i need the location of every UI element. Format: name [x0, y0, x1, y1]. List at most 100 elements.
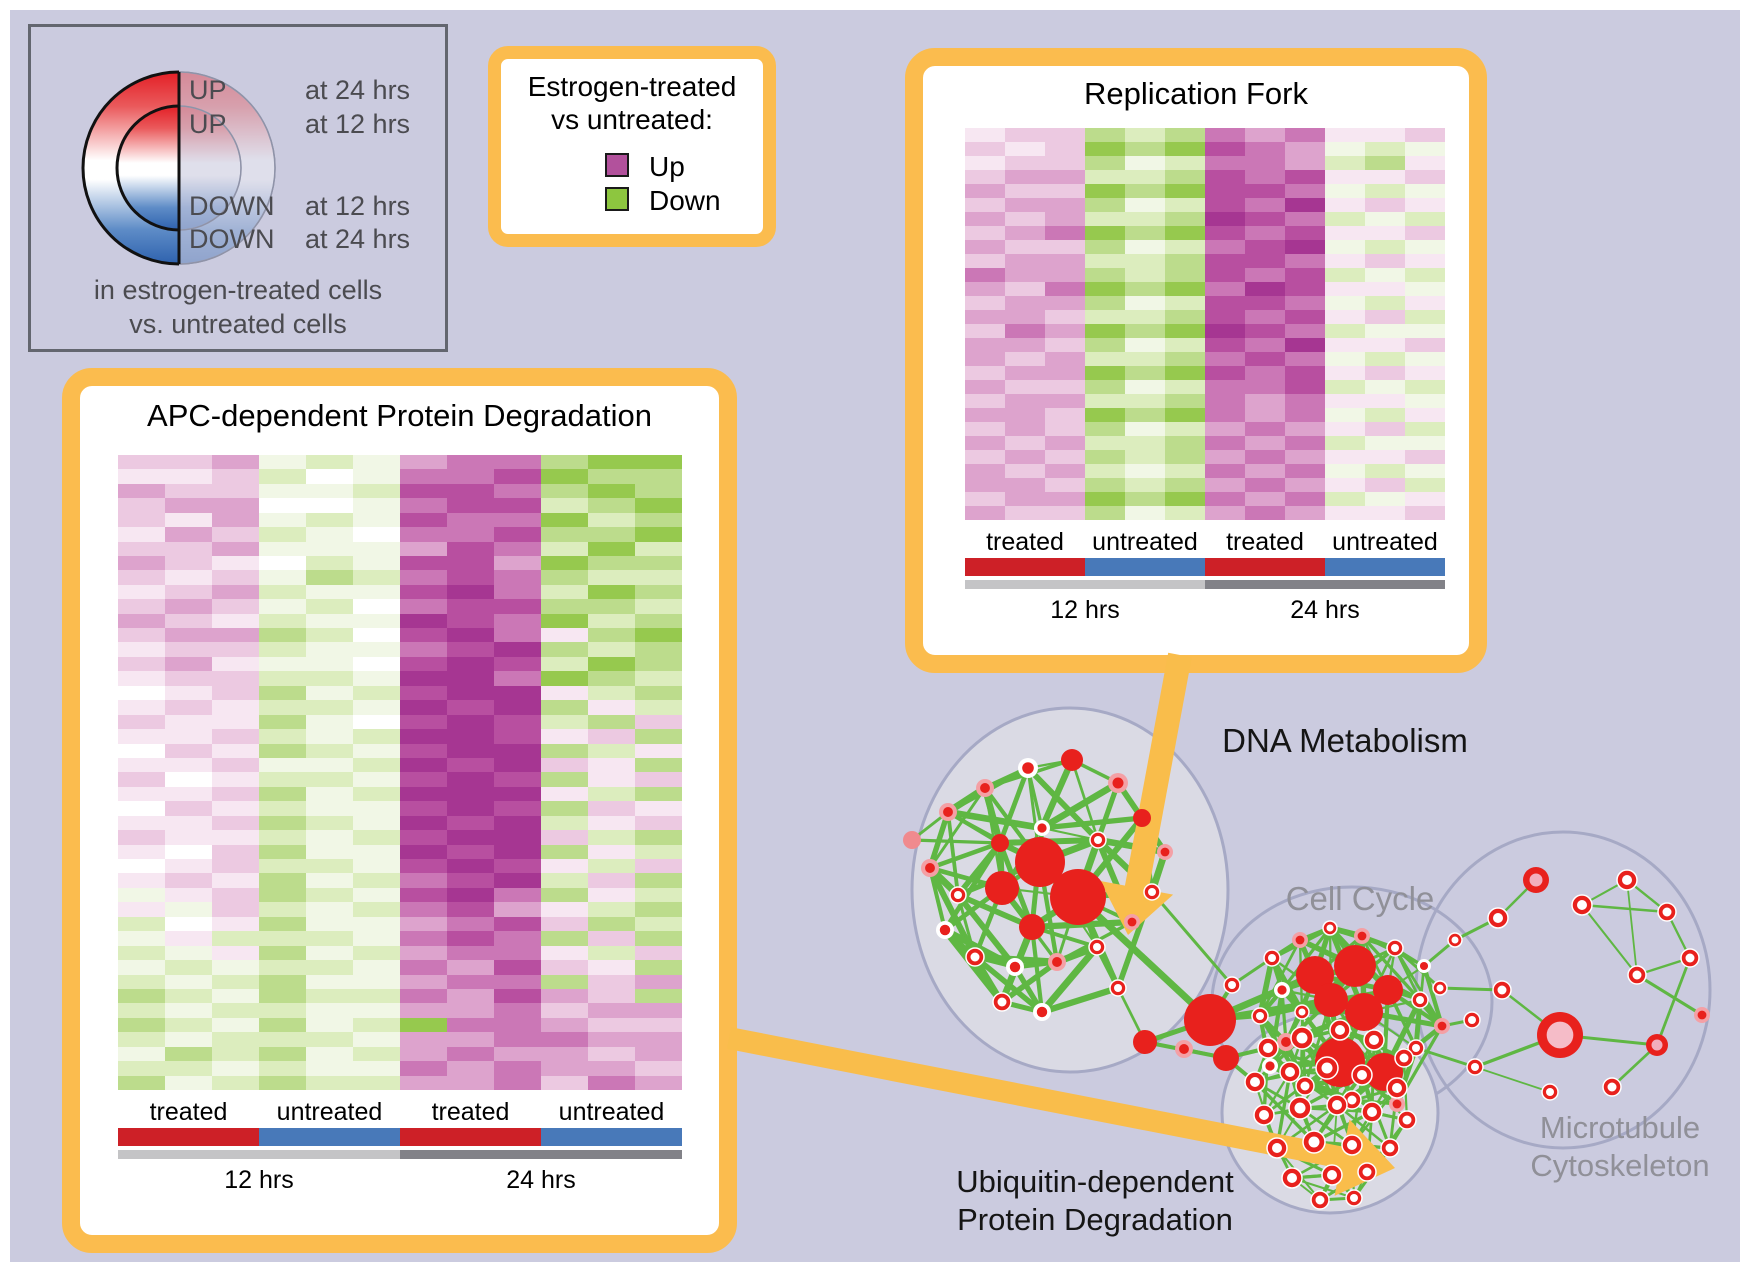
heatmap-cell — [588, 945, 635, 961]
heatmap-cell — [494, 1075, 541, 1090]
heatmap-cell — [494, 859, 541, 874]
time-bar-24hrs — [400, 1150, 682, 1159]
hour-label-12: 12 hrs — [224, 1166, 294, 1194]
heatmap-cell — [118, 613, 165, 629]
apc-condition-bar — [118, 1128, 682, 1146]
heatmap-cell — [1125, 366, 1165, 380]
heatmap-cell — [1325, 310, 1365, 324]
heatmap-cell — [588, 555, 635, 571]
heatmap-cell — [494, 786, 541, 802]
heatmap-cell — [447, 830, 494, 845]
heatmap-cell — [1205, 310, 1245, 324]
legend-down-12-time: at 12 hrs — [305, 191, 411, 221]
heatmap-cell — [118, 700, 165, 715]
heatmap-cell — [1005, 338, 1045, 352]
heatmap-cell — [635, 599, 682, 614]
heatmap-cell — [353, 988, 400, 1004]
heatmap-cell — [965, 324, 1005, 338]
heatmap-cell — [1165, 212, 1205, 226]
heatmap-cell — [1245, 184, 1285, 198]
heatmap-cell — [588, 830, 635, 845]
heatmap-cell — [494, 743, 541, 758]
heatmap-cell — [541, 974, 588, 989]
heatmap-cell — [541, 772, 588, 787]
legend-up-12-time: at 12 hrs — [305, 109, 411, 139]
heatmap-cell — [400, 1061, 447, 1076]
heatmap-cell — [353, 815, 400, 831]
heatmap-cell — [447, 1032, 494, 1047]
heatmap-cell — [1165, 338, 1205, 352]
heatmap-cell — [1285, 338, 1325, 352]
heatmap-cell — [1325, 324, 1365, 338]
heatmap-cell — [165, 988, 212, 1004]
heatmap-cell — [1365, 338, 1405, 352]
heatmap-cell — [541, 873, 588, 888]
heatmap-cell — [1005, 324, 1045, 338]
heatmap-cell — [118, 1075, 165, 1090]
heatmap-cell — [353, 830, 400, 845]
heatmap-cell — [400, 555, 447, 571]
heatmap-cell — [400, 960, 447, 975]
heatmap-cell — [1165, 506, 1205, 520]
heatmap-cell — [1205, 464, 1245, 478]
heatmap-cell — [212, 685, 259, 701]
heatmap-cell — [353, 945, 400, 961]
heatmap-cell — [306, 931, 353, 946]
heatmap-cell — [588, 1017, 635, 1033]
heatmap-cell — [635, 916, 682, 932]
heatmap-cell — [353, 801, 400, 816]
heatmap-cell — [447, 642, 494, 657]
heatmap-cell — [165, 844, 212, 859]
heatmap-cell — [306, 830, 353, 845]
heatmap-cell — [635, 1017, 682, 1033]
heatmap-cell — [118, 873, 165, 888]
heatmap-cell — [400, 772, 447, 787]
heatmap-cell — [1245, 212, 1285, 226]
heatmap-cell — [1165, 408, 1205, 422]
heatmap-cell — [353, 873, 400, 888]
heatmap-cell — [353, 555, 400, 571]
heatmap-cell — [965, 478, 1005, 492]
heatmap-cell — [588, 527, 635, 542]
heatmap-cell — [353, 1075, 400, 1090]
heatmap-cell — [1045, 338, 1085, 352]
heatmap-cell — [447, 455, 494, 470]
heatmap-cell — [1245, 408, 1285, 422]
heatmap-cell — [965, 366, 1005, 380]
heatmap-cell — [118, 628, 165, 643]
heatmap-cell — [447, 714, 494, 730]
heatmap-cell — [1245, 254, 1285, 268]
heatmap-cell — [1325, 268, 1365, 282]
heatmap-cell — [1125, 394, 1165, 408]
heatmap-cell — [494, 887, 541, 903]
heatmap-cell — [635, 1075, 682, 1090]
heatmap-cell — [259, 469, 306, 484]
heatmap-cell — [588, 570, 635, 585]
heatmap-cell — [1005, 156, 1045, 170]
heatmap-cell — [447, 902, 494, 917]
heatmap-cell — [259, 830, 306, 845]
time-bar-12hrs — [118, 1150, 400, 1159]
heatmap-cell — [1405, 310, 1445, 324]
heatmap-cell — [447, 628, 494, 643]
group-label-untreated: untreated — [558, 1098, 665, 1126]
heatmap-cell — [1285, 394, 1325, 408]
heatmap-cell — [1405, 352, 1445, 366]
heatmap-cell — [1285, 296, 1325, 310]
heatmap-cell — [1285, 240, 1325, 254]
heatmap-cell — [1245, 324, 1285, 338]
heatmap-cell — [1365, 282, 1405, 296]
heatmap-cell — [400, 743, 447, 758]
heatmap-cell — [1085, 422, 1125, 436]
heatmap-cell — [541, 844, 588, 859]
heatmap-cell — [165, 527, 212, 542]
heatmap-cell — [212, 1032, 259, 1047]
heatmap-cell — [1125, 156, 1165, 170]
replication-fork-hour-labels: 12 hrs 24 hrs — [965, 596, 1445, 625]
heatmap-cell — [1285, 198, 1325, 212]
heatmap-cell — [118, 844, 165, 859]
heatmap-cell — [494, 873, 541, 888]
heatmap-cell — [118, 815, 165, 831]
heatmap-cell — [1045, 324, 1085, 338]
heatmap-cell — [635, 859, 682, 874]
